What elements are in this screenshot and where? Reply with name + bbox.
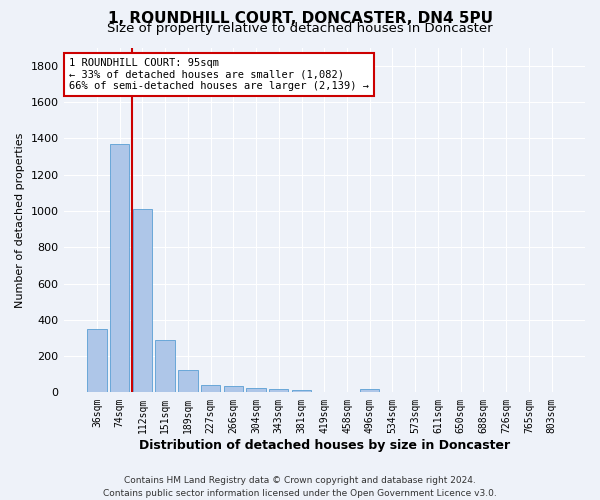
Bar <box>110 144 130 392</box>
Bar <box>201 385 220 392</box>
Bar <box>224 386 243 392</box>
Bar <box>292 390 311 392</box>
Bar <box>155 340 175 392</box>
Bar <box>133 209 152 392</box>
Text: Contains HM Land Registry data © Crown copyright and database right 2024.
Contai: Contains HM Land Registry data © Crown c… <box>103 476 497 498</box>
Bar <box>360 389 379 392</box>
Text: Size of property relative to detached houses in Doncaster: Size of property relative to detached ho… <box>107 22 493 35</box>
Bar <box>247 388 266 392</box>
Text: 1 ROUNDHILL COURT: 95sqm
← 33% of detached houses are smaller (1,082)
66% of sem: 1 ROUNDHILL COURT: 95sqm ← 33% of detach… <box>69 58 369 91</box>
Bar <box>178 370 197 392</box>
Y-axis label: Number of detached properties: Number of detached properties <box>15 132 25 308</box>
Text: 1, ROUNDHILL COURT, DONCASTER, DN4 5PU: 1, ROUNDHILL COURT, DONCASTER, DN4 5PU <box>107 11 493 26</box>
Bar <box>269 389 289 392</box>
Bar <box>87 329 107 392</box>
X-axis label: Distribution of detached houses by size in Doncaster: Distribution of detached houses by size … <box>139 440 510 452</box>
